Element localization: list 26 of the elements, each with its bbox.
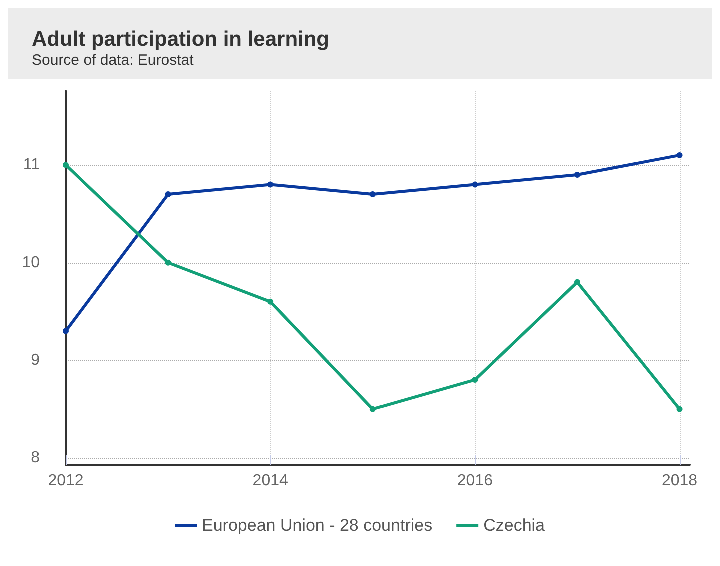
point bbox=[472, 377, 478, 384]
point bbox=[63, 162, 69, 168]
x-tick-label: 2018 bbox=[662, 472, 698, 490]
point bbox=[676, 406, 683, 412]
point bbox=[268, 298, 274, 305]
point bbox=[370, 406, 376, 412]
point bbox=[165, 192, 172, 198]
x-tick-label: 2012 bbox=[48, 472, 84, 490]
point bbox=[574, 279, 580, 286]
y-tick-label: 11 bbox=[23, 156, 40, 174]
chart-subtitle: Source of data: Eurostat bbox=[32, 52, 195, 69]
y-tick-label: 9 bbox=[31, 352, 40, 370]
point bbox=[472, 182, 478, 188]
point bbox=[165, 260, 172, 266]
x-tick-label: 2014 bbox=[252, 472, 288, 490]
point bbox=[268, 182, 274, 188]
point bbox=[63, 328, 69, 334]
point bbox=[676, 152, 683, 158]
point bbox=[370, 192, 376, 198]
y-tick-label: 8 bbox=[31, 450, 40, 467]
point bbox=[574, 172, 580, 178]
chart-title: Adult participation in learning bbox=[32, 28, 331, 52]
legend-label: Czechia bbox=[484, 516, 546, 535]
x-tick-label: 2016 bbox=[457, 472, 494, 490]
legend-label: European Union - 28 countries bbox=[202, 516, 433, 535]
y-tick-label: 10 bbox=[22, 254, 40, 272]
